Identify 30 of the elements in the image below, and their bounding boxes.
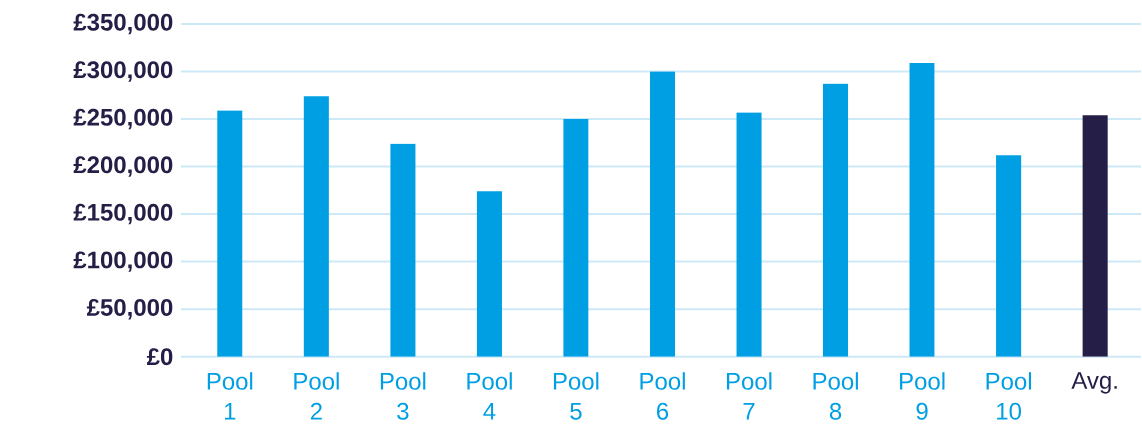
x-tick-label: Avg. xyxy=(1071,372,1117,394)
bar xyxy=(217,110,243,357)
y-tick-label: £350,000 xyxy=(73,13,173,35)
y-tick-label: £200,000 xyxy=(73,156,173,177)
x-tick-label: Pool 9 xyxy=(900,372,945,420)
x-tick-label: Pool 4 xyxy=(467,372,512,420)
bar xyxy=(390,143,416,357)
bar xyxy=(649,71,676,357)
bar xyxy=(1082,115,1108,357)
y-tick-label: £250,000 xyxy=(73,109,173,130)
bar xyxy=(736,112,762,357)
x-tick-label: Pool 3 xyxy=(380,372,426,420)
y-tick-label: £100,000 xyxy=(73,251,173,273)
bar xyxy=(996,155,1022,357)
bar xyxy=(303,96,329,357)
bar xyxy=(823,84,849,357)
x-tick-label: Pool 8 xyxy=(813,372,858,420)
y-tick-label: £150,000 xyxy=(73,204,173,225)
bar xyxy=(563,119,589,357)
x-tick-label: Pool 10 xyxy=(986,372,1031,420)
x-tick-label: Pool 7 xyxy=(726,372,772,420)
y-tick-label: £0 xyxy=(146,348,173,366)
x-tick-label: Pool 6 xyxy=(640,372,685,420)
x-tick-label: Pool 2 xyxy=(294,372,339,420)
bar xyxy=(909,63,935,357)
x-tick-label: Pool 1 xyxy=(207,372,253,420)
x-tick-label: Pool 5 xyxy=(553,372,599,420)
y-tick-label: £50,000 xyxy=(86,299,173,320)
y-tick-label: £300,000 xyxy=(73,61,173,82)
bar xyxy=(476,191,502,357)
